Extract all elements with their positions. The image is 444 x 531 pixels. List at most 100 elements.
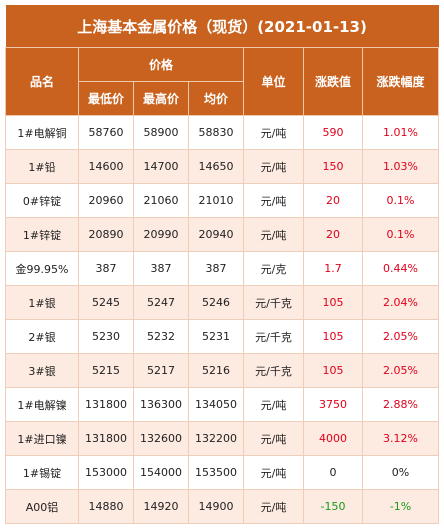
cell: 2.05% — [361, 319, 440, 354]
cell: 1#铅 — [5, 149, 79, 184]
cell: 21010 — [188, 183, 244, 218]
cell: 5216 — [188, 353, 244, 388]
cell: 3.12% — [361, 421, 440, 456]
cell: 105 — [303, 353, 363, 388]
cell: 14920 — [133, 489, 189, 524]
cell: 0#锌锭 — [5, 183, 79, 218]
cell: 3750 — [303, 387, 363, 422]
cell: 58900 — [133, 115, 189, 150]
cell: 2#银 — [5, 319, 79, 354]
row: 1#银 5245 5247 5246 元/千克 105 2.04% — [5, 285, 440, 320]
title: 上海基本金属价格（现货）(2021-01-13) — [5, 5, 439, 48]
cell: 元/吨 — [243, 455, 304, 490]
cell: 1.03% — [361, 149, 440, 184]
cell: 134050 — [188, 387, 244, 422]
cell: 5247 — [133, 285, 189, 320]
cell: 14880 — [78, 489, 134, 524]
cell: 元/吨 — [243, 387, 304, 422]
cell: 153000 — [78, 455, 134, 490]
cell: 0.1% — [361, 183, 440, 218]
cell: 1#银 — [5, 285, 79, 320]
header: 均价 — [188, 81, 244, 116]
cell: 14700 — [133, 149, 189, 184]
price-table: 上海基本金属价格（现货）(2021-01-13) 品名 价格 单位 涨跌值 涨跌… — [5, 5, 440, 524]
cell: 5232 — [133, 319, 189, 354]
cell: 105 — [303, 285, 363, 320]
row: 1#电解镍 131800 136300 134050 元/吨 3750 2.88% — [5, 387, 440, 422]
cell: 5231 — [188, 319, 244, 354]
cell: 元/吨 — [243, 183, 304, 218]
cell: 154000 — [133, 455, 189, 490]
cell: 1.01% — [361, 115, 440, 150]
header: 品名 — [5, 47, 79, 116]
cell: 5246 — [188, 285, 244, 320]
cell: 14900 — [188, 489, 244, 524]
header: 价格 — [78, 47, 244, 82]
cell: 105 — [303, 319, 363, 354]
row: 1#铅 14600 14700 14650 元/吨 150 1.03% — [5, 149, 440, 184]
cell: 5217 — [133, 353, 189, 388]
cell: 21060 — [133, 183, 189, 218]
cell: 150 — [303, 149, 363, 184]
cell: 0.1% — [361, 217, 440, 252]
cell: 20 — [303, 217, 363, 252]
cell: 元/克 — [243, 251, 304, 286]
cell: 元/吨 — [243, 217, 304, 252]
cell: 136300 — [133, 387, 189, 422]
cell: A00铝 — [5, 489, 79, 524]
cell: 2.05% — [361, 353, 440, 388]
cell: 1#锌锭 — [5, 217, 79, 252]
header: 涨跌幅度 — [361, 47, 440, 116]
row: 金99.95% 387 387 387 元/克 1.7 0.44% — [5, 251, 440, 286]
cell: 5215 — [78, 353, 134, 388]
cell: 2.04% — [361, 285, 440, 320]
cell: 4000 — [303, 421, 363, 456]
cell: 1#锡锭 — [5, 455, 79, 490]
cell: 0 — [303, 455, 363, 490]
cell: 0.44% — [361, 251, 440, 286]
cell: 58760 — [78, 115, 134, 150]
cell: 元/吨 — [243, 115, 304, 150]
cell: 58830 — [188, 115, 244, 150]
cell: 5245 — [78, 285, 134, 320]
cell: 元/千克 — [243, 353, 304, 388]
cell: 20960 — [78, 183, 134, 218]
cell: 387 — [78, 251, 134, 286]
cell: -150 — [303, 489, 363, 524]
row: 3#银 5215 5217 5216 元/千克 105 2.05% — [5, 353, 440, 388]
cell: 3#银 — [5, 353, 79, 388]
cell: 元/吨 — [243, 489, 304, 524]
cell: 1#电解铜 — [5, 115, 79, 150]
cell: 元/千克 — [243, 285, 304, 320]
cell: 20890 — [78, 217, 134, 252]
row: 1#锡锭 153000 154000 153500 元/吨 0 0% — [5, 455, 440, 490]
cell: 132600 — [133, 421, 189, 456]
cell: 387 — [188, 251, 244, 286]
row: 0#锌锭 20960 21060 21010 元/吨 20 0.1% — [5, 183, 440, 218]
row: 2#银 5230 5232 5231 元/千克 105 2.05% — [5, 319, 440, 354]
cell: 153500 — [188, 455, 244, 490]
cell: 0% — [361, 455, 440, 490]
row: 1#进口镍 131800 132600 132200 元/吨 4000 3.12% — [5, 421, 440, 456]
cell: 1#进口镍 — [5, 421, 79, 456]
row: 1#电解铜 58760 58900 58830 元/吨 590 1.01% — [5, 115, 440, 150]
header: 最高价 — [133, 81, 189, 116]
cell: 2.88% — [361, 387, 440, 422]
cell: 20 — [303, 183, 363, 218]
cell: 1#电解镍 — [5, 387, 79, 422]
header: 单位 — [243, 47, 304, 116]
cell: 131800 — [78, 387, 134, 422]
cell: 1.7 — [303, 251, 363, 286]
table-body: 1#电解铜 58760 58900 58830 元/吨 590 1.01% 1#铅 14600 1… — [5, 115, 440, 524]
cell: 20990 — [133, 217, 189, 252]
header: 最低价 — [78, 81, 134, 116]
cell: 387 — [133, 251, 189, 286]
cell: 14650 — [188, 149, 244, 184]
cell: 元/吨 — [243, 149, 304, 184]
cell: 5230 — [78, 319, 134, 354]
cell: 金99.95% — [5, 251, 79, 286]
header: 涨跌值 — [303, 47, 363, 116]
cell: 132200 — [188, 421, 244, 456]
cell: -1% — [361, 489, 440, 524]
